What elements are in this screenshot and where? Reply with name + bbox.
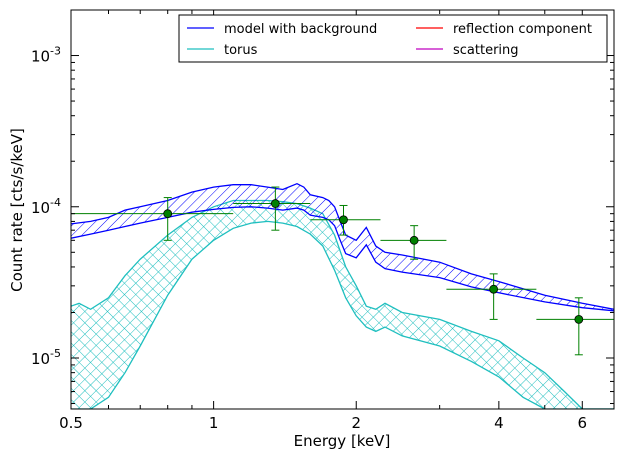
y-tick-label: 10-5 <box>31 347 61 368</box>
data-point-2 <box>233 186 311 231</box>
line-torus-lower <box>71 220 614 409</box>
y-axis-label: Count rate [cts/s/keV] <box>8 128 26 292</box>
legend-label-model: model with background <box>224 22 377 37</box>
data-marker <box>163 209 173 219</box>
y-tick-label: 10-3 <box>31 45 61 66</box>
band-torus <box>71 200 614 409</box>
y-tick-label: 10-4 <box>31 196 61 217</box>
data-point-6 <box>536 297 614 356</box>
ticks-layer: 0.5 1 2 4 6 10-5 10-4 10-3 <box>31 9 615 432</box>
data-marker <box>270 199 280 208</box>
x-tick-label: 1 <box>209 414 219 432</box>
series-layer <box>71 182 614 409</box>
plot-frame <box>70 9 615 410</box>
legend-label-reflection: reflection component <box>453 22 592 37</box>
x-axis-label: Energy [keV] <box>294 432 391 450</box>
legend-label-torus: torus <box>224 43 258 58</box>
legend: model with background torus reflection c… <box>178 14 608 63</box>
legend-label-scattering: scattering <box>453 43 519 58</box>
data-marker <box>409 235 419 245</box>
legend-box <box>178 14 608 63</box>
data-point-4 <box>380 225 447 260</box>
x-tick-label: 0.5 <box>59 414 83 432</box>
x-tick-label: 6 <box>578 414 588 432</box>
band-model <box>71 183 614 311</box>
data-marker <box>339 215 348 225</box>
data-point-1 <box>71 197 234 241</box>
data-marker <box>574 314 584 324</box>
data-marker <box>489 284 499 294</box>
data-points-layer <box>71 186 614 356</box>
x-tick-label: 2 <box>351 414 361 432</box>
data-point-3 <box>310 204 381 236</box>
x-tick-label: 4 <box>494 414 504 432</box>
data-point-5 <box>446 273 537 320</box>
